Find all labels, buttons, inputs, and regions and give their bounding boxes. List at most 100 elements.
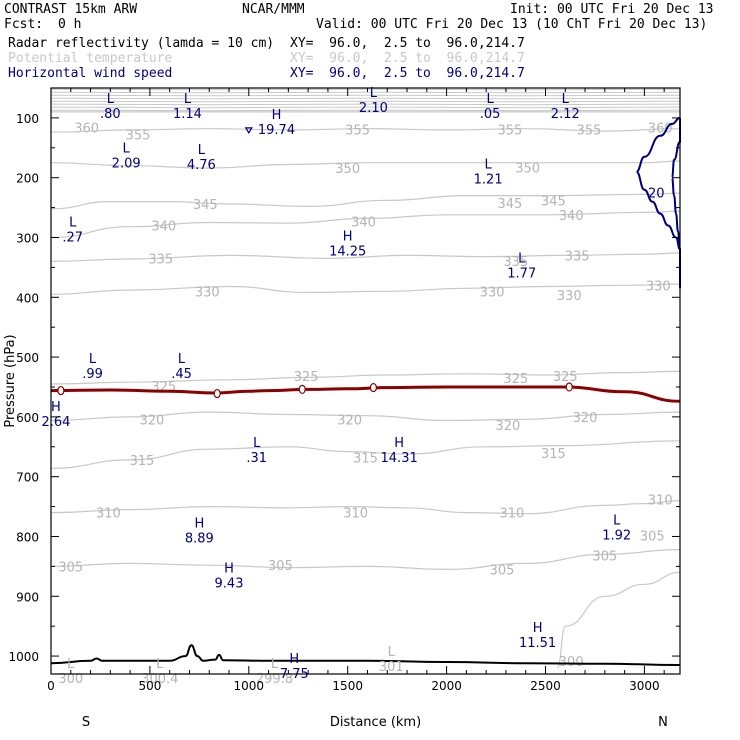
theta-line-310 (50, 500, 681, 515)
theta-label-345: 345 (497, 197, 522, 212)
wind-min-label-value: 1.21 (474, 173, 503, 188)
theta-upper-line (50, 91, 681, 94)
theta-label-325: 325 (294, 370, 319, 385)
wind-min-label-value: .80 (100, 107, 121, 122)
wind-min-label-value: 1.77 (507, 267, 536, 282)
wind-max-label-letter: H (289, 652, 299, 667)
theta-label-320: 320 (496, 419, 521, 434)
theta-label-300: 300 (559, 655, 584, 670)
theta-upper-line (50, 97, 681, 100)
wind-max-label-letter: H (533, 621, 543, 636)
wind-max-label-value: 11.51 (519, 636, 556, 651)
wind-min-label-letter: L (69, 216, 77, 231)
theta-min-label-value: 300.4 (141, 672, 178, 687)
radar-marker (565, 382, 573, 392)
theta-min-label-letter: L (271, 657, 279, 672)
wind-min-label-letter: L (518, 252, 526, 267)
theta-label-305: 305 (490, 563, 515, 578)
legend-radar-label: Radar reflectivity (lamda = 10 cm) (8, 36, 275, 51)
x-tick-label: 2500 (530, 679, 561, 693)
wind-min-label-letter: L (198, 143, 206, 158)
x-tick-label: 500 (138, 679, 161, 693)
theta-min-label-letter: L (156, 657, 164, 672)
theta-label-310: 310 (648, 493, 673, 508)
theta-min-label-letter: L (388, 645, 396, 660)
wind-contour-label: 20 (648, 187, 665, 202)
wind-min-label-letter: L (562, 92, 570, 107)
theta-label-305: 305 (58, 560, 83, 575)
wind-min-label-letter: L (485, 158, 493, 173)
wind-min-label-value: 2.12 (551, 107, 580, 122)
theta-label-310: 310 (499, 507, 524, 522)
theta-label-310: 310 (343, 507, 368, 522)
wind-min-label-value: .05 (480, 107, 501, 122)
theta-line-350 (50, 160, 681, 169)
wind-min-label-letter: L (89, 352, 97, 367)
wind-max-label-value: 19.74 (258, 123, 295, 138)
radar-marker (57, 385, 65, 396)
wind-min-label-value: 2.10 (359, 101, 388, 116)
wind-min-label-value: 2.09 (112, 157, 141, 172)
wind-min-label-letter: L (613, 514, 621, 529)
theta-label-320: 320 (573, 411, 598, 426)
theta-line-305 (50, 549, 681, 571)
y-tick-label: 700 (16, 471, 39, 485)
theta-label-335: 335 (148, 252, 173, 267)
theta-label-315: 315 (130, 454, 155, 469)
endpoint-north: N (658, 715, 668, 730)
wind-contour-line-inner (671, 117, 681, 289)
theta-line-335 (50, 252, 681, 262)
theta-label-335: 335 (503, 255, 528, 270)
theta-label-355: 355 (126, 129, 151, 144)
theta-min-label-letter: L (67, 657, 75, 672)
x-tick-label: 3000 (629, 679, 660, 693)
wind-max-label-value: 14.31 (381, 451, 418, 466)
theta-line-330 (50, 283, 681, 295)
theta-line-355 (50, 128, 681, 133)
y-tick-label: 600 (16, 411, 39, 425)
valid-time: Valid: 00 UTC Fri 20 Dec 13 (10 ChT Fri … (316, 17, 708, 32)
wind-min-label-letter: L (123, 142, 131, 157)
wind-max-label-value: 8.89 (185, 532, 214, 547)
x-tick-label: 0 (47, 679, 55, 693)
theta-min-label-value: 300 (58, 672, 83, 687)
theta-upper-line (50, 100, 681, 103)
model-title: CONTRAST 15km ARW (4, 2, 138, 17)
wind-max-label-value: 9.43 (215, 576, 244, 591)
theta-line-340 (50, 210, 681, 239)
wind-max-label-letter: H (51, 400, 61, 415)
wind-max-label-value: 7.75 (280, 667, 309, 682)
theta-label-360: 360 (74, 121, 99, 136)
theta-label-340: 340 (559, 209, 584, 224)
org-label: NCAR/MMM (242, 2, 305, 17)
theta-upper-line (50, 109, 681, 112)
x-axis-label: Distance (km) (330, 715, 421, 730)
x-tick-label: 1500 (332, 679, 363, 693)
theta-label-305: 305 (592, 550, 617, 565)
wind-min-label-letter: L (184, 92, 192, 107)
theta-label-340: 340 (151, 220, 176, 235)
plot-frame (50, 87, 681, 675)
theta-min-label-value: 301 (379, 660, 404, 675)
fcst-value: 0 h (58, 17, 82, 32)
theta-label-355: 355 (497, 123, 522, 138)
y-tick-label: 800 (16, 530, 39, 544)
theta-label-325: 325 (553, 370, 578, 385)
surface-line (50, 644, 681, 666)
theta-contours: 360 3553503453403353303253203153103053003… (50, 88, 681, 670)
y-tick-label: 100 (16, 112, 39, 126)
legend-radar-xy: XY= 96.0, 2.5 to 96.0,214.7 (290, 36, 525, 51)
theta-label-355: 355 (345, 123, 370, 138)
legend-wind-label: Horizontal wind speed (8, 66, 173, 81)
y-tick-label: 500 (16, 351, 39, 365)
wind-min-label-letter: L (253, 436, 261, 451)
terrain-surface (50, 644, 681, 666)
x-tick-label: 2000 (431, 679, 462, 693)
theta-line-325 (50, 370, 681, 385)
theta-label-335: 335 (565, 249, 590, 264)
theta-label-330: 330 (195, 285, 220, 300)
wind-min-label-letter: L (178, 352, 186, 367)
endpoint-south: S (82, 715, 90, 730)
